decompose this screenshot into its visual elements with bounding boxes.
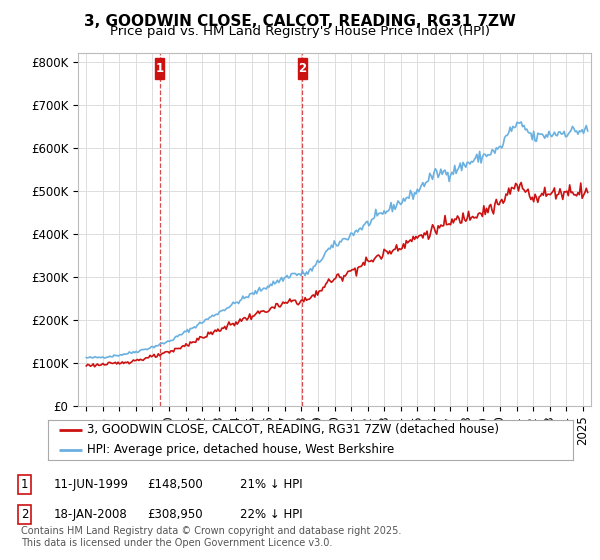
Text: £148,500: £148,500 <box>147 478 203 491</box>
FancyBboxPatch shape <box>298 58 307 78</box>
Text: £308,950: £308,950 <box>147 507 203 521</box>
Text: 22% ↓ HPI: 22% ↓ HPI <box>240 507 302 521</box>
Text: 2: 2 <box>21 507 29 521</box>
Text: HPI: Average price, detached house, West Berkshire: HPI: Average price, detached house, West… <box>88 444 395 456</box>
Text: 1: 1 <box>21 478 29 491</box>
Text: 3, GOODWIN CLOSE, CALCOT, READING, RG31 7ZW: 3, GOODWIN CLOSE, CALCOT, READING, RG31 … <box>84 14 516 29</box>
Text: 18-JAN-2008: 18-JAN-2008 <box>54 507 128 521</box>
Text: 3, GOODWIN CLOSE, CALCOT, READING, RG31 7ZW (detached house): 3, GOODWIN CLOSE, CALCOT, READING, RG31 … <box>88 423 499 436</box>
Text: 1: 1 <box>156 62 164 74</box>
Text: Price paid vs. HM Land Registry's House Price Index (HPI): Price paid vs. HM Land Registry's House … <box>110 25 490 38</box>
Text: Contains HM Land Registry data © Crown copyright and database right 2025.
This d: Contains HM Land Registry data © Crown c… <box>21 526 401 548</box>
Text: 11-JUN-1999: 11-JUN-1999 <box>54 478 129 491</box>
Text: 2: 2 <box>298 62 306 74</box>
Text: 21% ↓ HPI: 21% ↓ HPI <box>240 478 302 491</box>
FancyBboxPatch shape <box>155 58 164 78</box>
